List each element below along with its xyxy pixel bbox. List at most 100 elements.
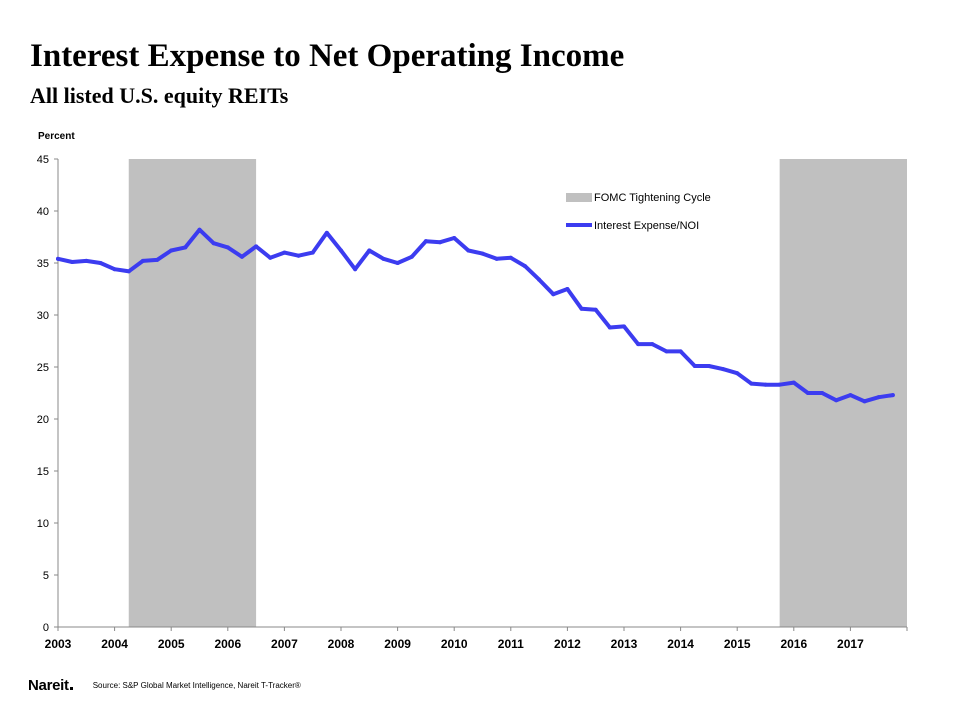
- data-point: [296, 253, 301, 258]
- chart-legend: FOMC Tightening Cycle Interest Expense/NO…: [566, 192, 711, 232]
- x-tick-label: 2012: [554, 637, 581, 651]
- data-point: [565, 287, 570, 291]
- data-point: [579, 306, 584, 311]
- data-point: [324, 230, 329, 235]
- x-tick-label: 2017: [837, 637, 864, 651]
- data-point: [395, 261, 400, 265]
- data-point: [607, 325, 612, 330]
- data-point: [735, 371, 740, 376]
- y-tick-label: 0: [43, 622, 49, 634]
- source-note: Source: S&P Global Market Intelligence, …: [92, 681, 301, 690]
- y-tick-label: 10: [37, 518, 49, 530]
- data-point: [522, 264, 527, 269]
- data-point: [791, 380, 796, 385]
- data-point: [537, 277, 542, 282]
- data-point: [197, 227, 202, 232]
- data-point: [763, 382, 768, 387]
- chart-title: Interest Expense to Net Operating Income: [30, 38, 625, 74]
- y-tick-label: 25: [37, 362, 49, 374]
- x-tick-label: 2005: [158, 637, 185, 651]
- footer: Nareit Source: S&P Global Market Intelli…: [28, 677, 301, 694]
- data-point: [84, 258, 89, 263]
- data-point: [423, 239, 428, 244]
- data-point: [225, 245, 230, 250]
- data-point: [126, 269, 131, 274]
- y-tick-label: 15: [37, 466, 49, 478]
- y-tick-label: 45: [37, 154, 49, 166]
- data-point: [310, 250, 315, 255]
- data-point: [409, 254, 414, 259]
- data-point: [664, 349, 669, 354]
- x-tick-label: 2015: [724, 637, 751, 651]
- data-point: [862, 399, 867, 404]
- data-point: [706, 363, 711, 368]
- x-tick-label: 2014: [667, 637, 694, 651]
- data-point: [452, 236, 457, 241]
- x-tick-label: 2009: [384, 637, 411, 651]
- x-tick-label: 2008: [328, 637, 355, 651]
- data-point: [70, 259, 75, 264]
- x-tick-label: 2010: [441, 637, 468, 651]
- x-tick-label: 2007: [271, 637, 298, 651]
- data-point: [98, 261, 103, 265]
- data-point: [834, 398, 839, 403]
- data-point: [438, 240, 443, 245]
- legend-swatch-fomc: [566, 193, 592, 202]
- y-axis-label: Percent: [38, 131, 75, 142]
- data-point: [466, 248, 471, 253]
- x-tick-label: 2003: [45, 637, 72, 651]
- data-point: [140, 258, 145, 263]
- x-tick-label: 2006: [214, 637, 241, 651]
- data-point: [876, 395, 881, 400]
- data-point: [494, 256, 499, 261]
- data-point: [155, 257, 160, 262]
- series-line-interest-expense-noi: [56, 227, 895, 404]
- data-point: [593, 307, 598, 312]
- data-point: [721, 367, 726, 372]
- shaded-periods: [128, 159, 907, 627]
- data-point: [56, 256, 60, 261]
- data-point: [622, 324, 626, 329]
- data-point: [551, 292, 556, 297]
- data-point: [678, 349, 683, 354]
- data-point: [268, 255, 273, 260]
- y-tick-label: 35: [37, 258, 49, 270]
- y-tick-label: 30: [37, 310, 49, 322]
- data-point: [169, 248, 174, 253]
- data-point: [367, 248, 372, 253]
- data-point: [749, 381, 754, 386]
- data-point: [353, 267, 358, 272]
- legend-label-series: Interest Expense/NOI: [594, 220, 699, 232]
- data-point: [339, 248, 343, 253]
- data-point: [239, 254, 244, 259]
- series-lines: [56, 227, 895, 404]
- x-tick-label: 2016: [780, 637, 807, 651]
- y-tick-label: 40: [37, 206, 49, 218]
- chart-axes: 0 5 10 15 20 25 30 35 40 45 2003 2004 2005 2006 2007 20…: [37, 131, 908, 651]
- nareit-logo: Nareit: [28, 677, 73, 694]
- data-point: [508, 255, 513, 260]
- data-point: [183, 245, 188, 250]
- data-point: [254, 244, 259, 249]
- data-point: [805, 391, 810, 395]
- data-point: [692, 363, 697, 368]
- y-tick-label: 20: [37, 414, 49, 426]
- data-point: [650, 342, 655, 347]
- chart-subtitle: All listed U.S. equity REITs: [30, 83, 289, 108]
- data-point: [381, 256, 386, 261]
- tightening-period-1: [128, 159, 257, 627]
- legend-label-fomc: FOMC Tightening Cycle: [594, 192, 711, 204]
- data-point: [848, 393, 853, 398]
- data-point: [112, 267, 117, 272]
- data-point: [636, 342, 641, 347]
- data-point: [777, 382, 782, 387]
- x-tick-label: 2004: [101, 637, 128, 651]
- x-tick-label: 2011: [498, 637, 524, 651]
- data-point: [211, 241, 216, 246]
- tightening-period-2: [779, 159, 907, 627]
- x-tick-label: 2013: [611, 637, 638, 651]
- data-point: [890, 393, 895, 398]
- data-point: [480, 251, 485, 256]
- y-tick-label: 5: [43, 570, 49, 582]
